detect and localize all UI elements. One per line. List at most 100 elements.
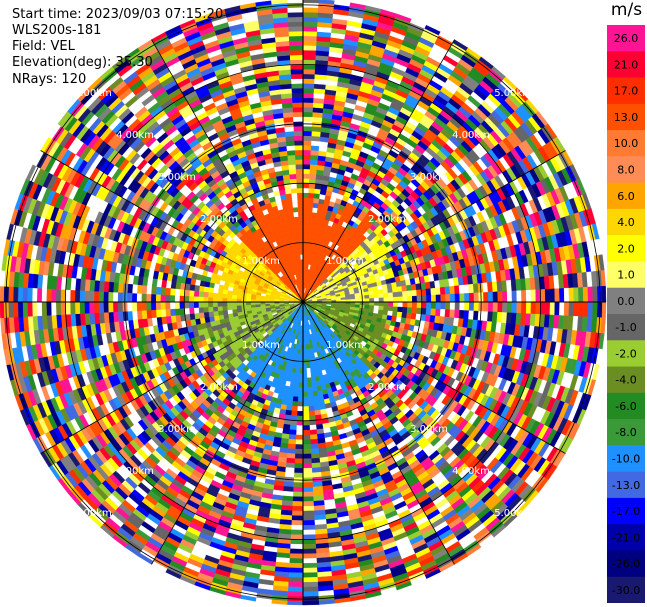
velocity-gate bbox=[302, 192, 309, 198]
velocity-gate bbox=[302, 429, 311, 436]
velocity-gate bbox=[302, 125, 313, 132]
velocity-gate bbox=[383, 301, 389, 307]
velocity-gate bbox=[306, 216, 313, 222]
velocity-gate bbox=[530, 289, 537, 303]
velocity-gate bbox=[311, 386, 318, 393]
velocity-gate bbox=[288, 577, 304, 583]
velocity-gate bbox=[472, 310, 479, 321]
velocity-gate bbox=[307, 401, 315, 407]
velocity-gate bbox=[294, 372, 300, 379]
velocity-gate bbox=[302, 68, 316, 75]
velocity-gate bbox=[302, 420, 310, 426]
velocity-gate bbox=[294, 453, 304, 460]
velocity-gate bbox=[302, 377, 308, 384]
velocity-gate bbox=[302, 149, 312, 156]
velocity-gate bbox=[302, 453, 312, 460]
velocity-gate bbox=[516, 301, 522, 314]
velocity-gate bbox=[373, 297, 380, 303]
velocity-gate bbox=[287, 581, 304, 588]
velocity-gate bbox=[302, 577, 318, 583]
velocity-gate bbox=[307, 396, 314, 402]
velocity-gate bbox=[302, 92, 315, 99]
velocity-gate bbox=[406, 307, 413, 314]
velocity-gate bbox=[544, 301, 551, 316]
velocity-gate bbox=[313, 193, 321, 199]
velocity-gate bbox=[291, 510, 304, 517]
velocity-gate bbox=[445, 294, 451, 303]
velocity-gate bbox=[516, 290, 522, 303]
velocity-gate bbox=[292, 391, 299, 398]
velocity-gate bbox=[378, 301, 385, 307]
velocity-gate bbox=[302, 396, 309, 403]
velocity-gate bbox=[292, 501, 304, 507]
velocity-gate bbox=[287, 591, 304, 597]
velocity-gate bbox=[369, 301, 375, 306]
velocity-gate bbox=[298, 372, 304, 379]
velocity-gate bbox=[549, 288, 556, 303]
velocity-gate bbox=[287, 443, 296, 450]
velocity-gate bbox=[288, 572, 304, 578]
velocity-gate bbox=[310, 140, 321, 147]
velocity-gate bbox=[369, 298, 375, 303]
velocity-gate bbox=[286, 448, 296, 455]
velocity-gate bbox=[410, 313, 417, 321]
velocity-gate bbox=[302, 401, 309, 407]
velocity-gate bbox=[294, 448, 304, 455]
velocity-gate bbox=[296, 415, 304, 422]
velocity-gate bbox=[506, 290, 513, 303]
velocity-gate bbox=[289, 543, 304, 550]
velocity-gate bbox=[302, 486, 314, 493]
velocity-gate bbox=[492, 291, 499, 303]
velocity-gate bbox=[449, 285, 456, 295]
velocity-gate bbox=[401, 285, 408, 292]
velocity-gate bbox=[411, 307, 418, 315]
velocity-gate bbox=[302, 368, 307, 374]
velocity-gate bbox=[454, 285, 460, 295]
velocity-gate bbox=[290, 534, 304, 540]
velocity-gate bbox=[458, 309, 465, 320]
velocity-gate bbox=[285, 405, 293, 411]
velocity-gate bbox=[302, 73, 316, 80]
velocity-gate bbox=[492, 301, 499, 313]
velocity-gate bbox=[299, 368, 304, 374]
velocity-gate bbox=[563, 301, 570, 317]
velocity-gate bbox=[302, 529, 316, 536]
velocity-gate bbox=[421, 301, 427, 309]
velocity-gate bbox=[298, 377, 304, 384]
velocity-gate bbox=[302, 372, 308, 379]
velocity-gate bbox=[487, 291, 494, 303]
velocity-gate bbox=[312, 390, 319, 397]
velocity-gate bbox=[302, 201, 309, 208]
velocity-gate bbox=[302, 54, 317, 61]
velocity-gate bbox=[286, 453, 296, 459]
velocity-gate bbox=[311, 467, 322, 474]
velocity-gate bbox=[302, 515, 315, 521]
velocity-gate bbox=[582, 301, 589, 318]
velocity-gate bbox=[350, 296, 356, 300]
velocity-gate bbox=[401, 312, 408, 319]
velocity-gate bbox=[297, 391, 304, 398]
velocity-gate bbox=[302, 520, 315, 526]
velocity-gate bbox=[439, 308, 446, 318]
velocity-gate bbox=[302, 59, 316, 65]
velocity-gate bbox=[293, 382, 300, 388]
velocity-gate bbox=[298, 382, 304, 388]
velocity-gate bbox=[302, 111, 314, 118]
velocity-gate bbox=[459, 293, 465, 303]
velocity-gate bbox=[302, 472, 313, 479]
velocity-gate bbox=[382, 288, 389, 294]
velocity-gate bbox=[511, 301, 518, 314]
velocity-gate bbox=[310, 453, 320, 459]
velocity-gate bbox=[302, 467, 313, 474]
velocity-gate bbox=[309, 429, 318, 436]
velocity-gate bbox=[306, 382, 313, 388]
velocity-gate bbox=[302, 510, 315, 517]
velocity-gate bbox=[426, 301, 432, 309]
velocity-gate bbox=[306, 221, 312, 227]
velocity-gate bbox=[378, 293, 384, 299]
velocity-gate bbox=[308, 410, 316, 417]
velocity-gate bbox=[302, 425, 310, 431]
velocity-gate bbox=[292, 496, 304, 502]
velocity-gate bbox=[291, 520, 304, 526]
velocity-gate bbox=[392, 296, 399, 303]
